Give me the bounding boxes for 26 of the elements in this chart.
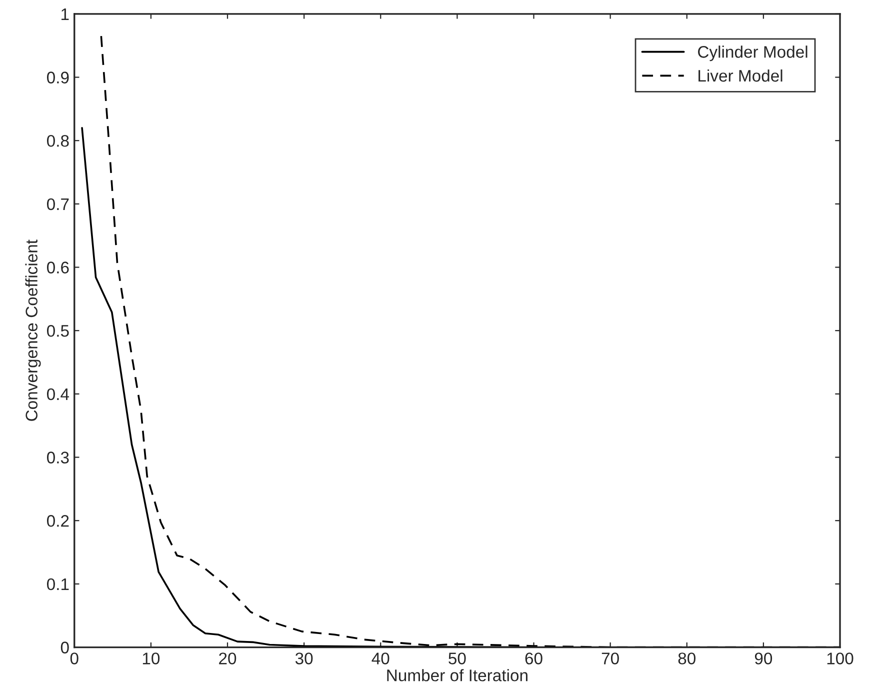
x-tick-label: 90 <box>754 652 772 664</box>
y-tick-label: 0.2 <box>47 515 69 527</box>
y-tick-label: 1 <box>62 8 69 20</box>
x-tick-label: 20 <box>219 652 236 664</box>
legend-label: Cylinder Model <box>698 46 808 62</box>
x-tick-label: 0 <box>70 652 78 664</box>
x-tick-label: 30 <box>295 652 313 664</box>
y-tick-label: 0.6 <box>47 262 69 274</box>
y-tick-label: 0 <box>60 642 69 654</box>
y-tick-label: 0.7 <box>47 198 69 210</box>
x-tick-label: 40 <box>372 652 390 664</box>
y-tick-label: 0.1 <box>47 578 69 590</box>
x-tick-label: 80 <box>678 652 696 664</box>
legend-label: Liver Model <box>698 69 782 82</box>
y-tick-label: 0.4 <box>47 388 70 400</box>
y-axis-title: Convergence Coefficient <box>25 240 41 421</box>
y-tick-label: 0.3 <box>47 452 69 464</box>
x-tick-label: 60 <box>525 652 542 664</box>
x-tick-label: 50 <box>448 652 466 664</box>
y-tick-label: 0.9 <box>47 72 69 84</box>
y-tick-label: 0.5 <box>47 325 69 337</box>
x-tick-label: 10 <box>142 652 160 664</box>
x-tick-label: 100 <box>827 652 854 664</box>
x-axis-title: Number of Iteration <box>387 669 528 682</box>
y-tick-label: 0.8 <box>47 134 69 147</box>
x-tick-label: 70 <box>602 652 619 664</box>
